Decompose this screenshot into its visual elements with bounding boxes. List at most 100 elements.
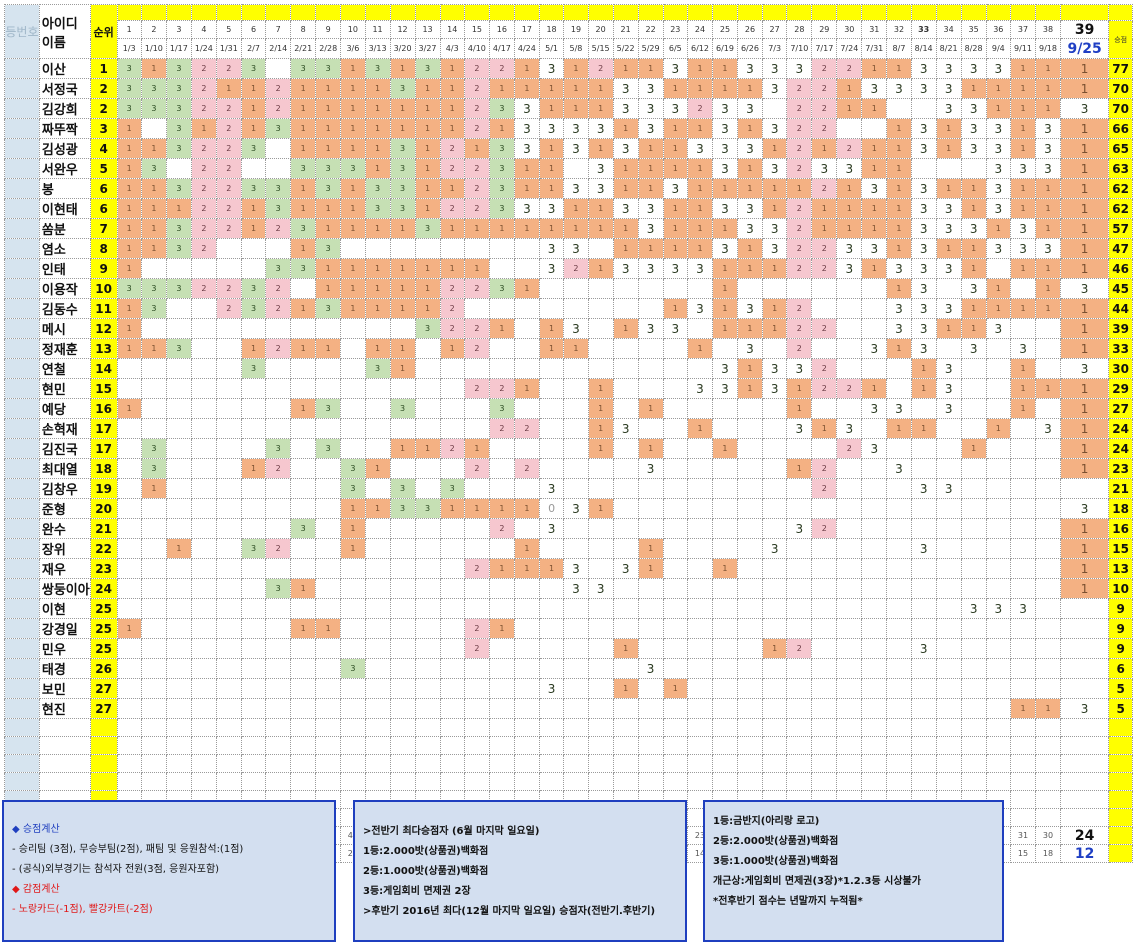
score-cell: 3 xyxy=(662,178,689,199)
score-cell xyxy=(488,478,515,499)
score-cell: 1 xyxy=(563,98,589,119)
score-cell: 1 xyxy=(463,138,490,159)
header-strip xyxy=(960,4,987,21)
score-cell: 2 xyxy=(190,138,217,159)
score-cell: 1 xyxy=(1059,458,1110,479)
score-cell xyxy=(960,618,987,639)
week-number: 37 xyxy=(1010,20,1036,39)
empty-cell xyxy=(960,718,987,737)
score-cell xyxy=(240,558,267,579)
score-cell: 1 xyxy=(1035,278,1061,299)
score-cell xyxy=(985,458,1012,479)
score-cell: 1 xyxy=(389,98,416,119)
jersey-cell xyxy=(4,178,40,199)
score-cell xyxy=(389,578,416,599)
score-cell: 3 xyxy=(240,278,267,299)
score-cell xyxy=(116,518,142,539)
score-cell: 1 xyxy=(364,338,391,359)
score-cell xyxy=(215,238,242,259)
empty-cell xyxy=(861,718,888,737)
score-cell: 1 xyxy=(910,378,937,399)
score-cell xyxy=(836,118,863,139)
score-cell: 1 xyxy=(488,318,515,339)
score-cell xyxy=(1010,538,1036,559)
score-cell xyxy=(886,358,912,379)
score-cell: 1 xyxy=(1010,178,1036,199)
score-cell xyxy=(488,598,515,619)
score-cell: 1 xyxy=(1010,98,1036,119)
score-cell: 1 xyxy=(761,198,788,219)
empty-cell xyxy=(389,718,416,737)
score-cell xyxy=(140,678,167,699)
score-cell: 3 xyxy=(488,138,515,159)
score-cell: 3 xyxy=(960,278,987,299)
score-cell: 3 xyxy=(240,538,267,559)
prize-line: 2등:2.000밧(상품권)백화점 xyxy=(713,836,839,847)
score-cell xyxy=(736,418,763,439)
score-cell xyxy=(985,498,1012,519)
player-row: 장위 22 1 3 2 1 1 1 3 3 1 15 xyxy=(4,538,1133,559)
score-cell xyxy=(315,318,342,339)
player-total: 46 xyxy=(1108,258,1133,279)
score-cell xyxy=(587,518,614,539)
score-cell: 3 xyxy=(290,218,317,239)
score-cell: 3 xyxy=(985,138,1012,159)
score-cell xyxy=(140,698,167,719)
score-cell xyxy=(538,638,565,659)
score-cell xyxy=(1010,558,1036,579)
score-cell xyxy=(463,518,490,539)
player-total: 24 xyxy=(1108,438,1133,459)
score-cell: 1 xyxy=(687,198,713,219)
score-cell: 1 xyxy=(886,338,912,359)
empty-cell xyxy=(215,754,242,773)
empty-cell xyxy=(240,718,267,737)
player-row: 태경 26 3 3 6 xyxy=(4,658,1133,679)
score-cell xyxy=(513,518,540,539)
score-cell xyxy=(513,318,540,339)
score-cell xyxy=(960,498,987,519)
empty-cell xyxy=(612,718,639,737)
score-cell: 3 xyxy=(414,498,441,519)
player-row: 현민 15 2 2 1 1 3 3 1 3 1 2 2 1 1 3 1 1 1 29 xyxy=(4,378,1133,399)
score-cell xyxy=(290,558,317,579)
score-cell xyxy=(761,618,788,639)
empty-cell xyxy=(1035,772,1061,791)
score-cell: 1 xyxy=(736,158,763,179)
score-cell: 3 xyxy=(340,458,366,479)
score-cell: 1 xyxy=(389,298,416,319)
week-number: 29 xyxy=(811,20,838,39)
score-cell xyxy=(538,658,565,679)
score-cell xyxy=(612,498,639,519)
score-cell xyxy=(140,318,167,339)
score-cell: 2 xyxy=(439,298,465,319)
score-cell: 3 xyxy=(886,318,912,339)
score-cell: 3 xyxy=(1010,218,1036,239)
empty-cell xyxy=(1035,790,1061,809)
player-rank: 3 xyxy=(89,118,118,139)
score-cell: 1 xyxy=(414,158,441,179)
score-cell xyxy=(190,458,217,479)
score-cell: 3 xyxy=(637,98,664,119)
rank-header: 순위 xyxy=(89,4,118,59)
score-cell: 3 xyxy=(240,58,267,79)
score-cell: 1 xyxy=(836,218,863,239)
prize-line: 3등:게임회비 면제권 2장 xyxy=(363,886,471,897)
score-cell: 3 xyxy=(736,298,763,319)
score-cell: 3 xyxy=(861,238,888,259)
score-cell xyxy=(637,478,664,499)
score-cell: 2 xyxy=(463,198,490,219)
score-cell xyxy=(315,638,342,659)
attendance-value: 15 xyxy=(1010,844,1036,863)
score-cell xyxy=(563,698,589,719)
player-name: 태경 xyxy=(38,658,91,679)
empty-cell xyxy=(736,754,763,773)
score-cell: 1 xyxy=(587,398,614,419)
player-name: 염소 xyxy=(38,238,91,259)
score-cell xyxy=(910,698,937,719)
empty-cell xyxy=(513,718,540,737)
empty-cell xyxy=(513,772,540,791)
header-strip xyxy=(711,4,738,21)
player-total: 9 xyxy=(1108,638,1133,659)
score-cell: 3 xyxy=(612,258,639,279)
score-cell: 1 xyxy=(340,218,366,239)
